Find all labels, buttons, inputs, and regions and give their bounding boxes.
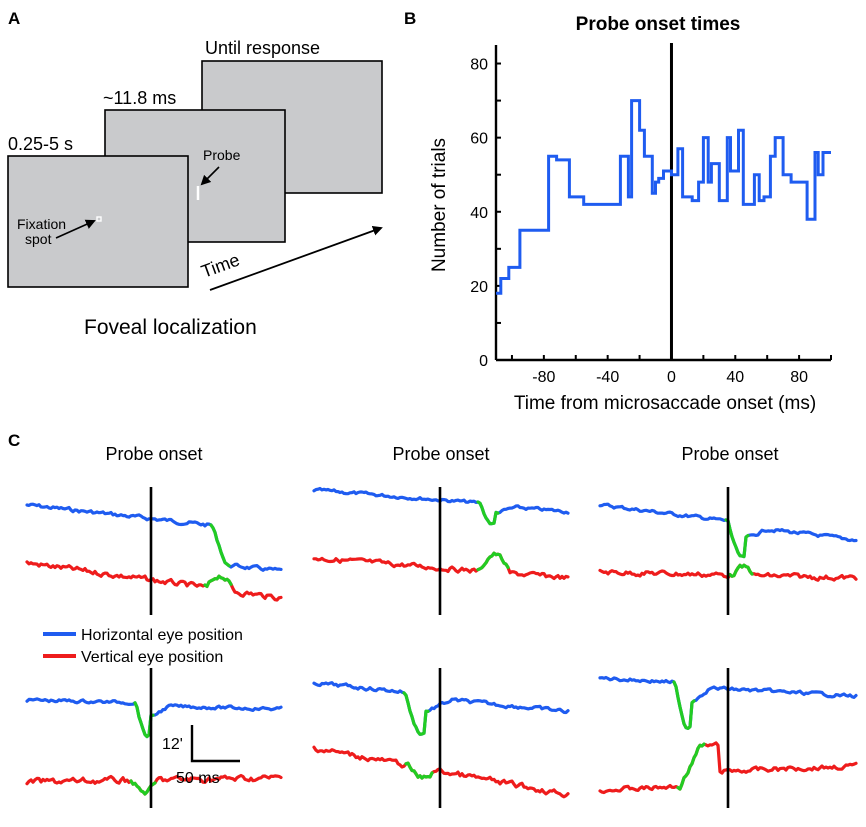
fixation-spot <box>96 216 102 222</box>
microsaccade-segment <box>203 574 233 588</box>
column-title-2: Probe onset <box>392 444 489 464</box>
probe-label: Probe <box>203 147 241 163</box>
microsaccade-segment <box>724 518 750 559</box>
microsaccade-segment <box>402 691 430 736</box>
x-axis-title: Time from microsaccade onset (ms) <box>514 393 816 414</box>
column-title-3: Probe onset <box>681 444 778 464</box>
microsaccade-segment <box>728 563 754 578</box>
column-title-1: Probe onset <box>105 444 202 464</box>
legend-horizontal-label: Horizontal eye position <box>81 627 243 644</box>
microsaccade-segment <box>476 551 510 572</box>
screen-fixation-duration: 0.25-5 s <box>8 134 73 154</box>
microsaccade-segment <box>476 500 500 526</box>
microsaccade-segment <box>676 742 706 791</box>
legend-vertical-label: Vertical eye position <box>81 649 223 666</box>
probe-arrow <box>200 166 220 186</box>
y-tick-label: 0 <box>479 353 488 370</box>
time-arrow <box>209 226 383 291</box>
panel-a-letter: A <box>8 9 20 28</box>
probe-onset-histogram: 0 20 40 60 80 -80 -40 0 40 80 <box>470 43 832 386</box>
panel-b-letter: B <box>404 9 416 28</box>
x-tick-label: 80 <box>790 369 808 386</box>
horizontal-eye-trace <box>25 502 283 572</box>
microsaccade-segment <box>672 680 696 730</box>
horizontal-eye-trace <box>25 697 283 739</box>
y-tick-label: 40 <box>470 205 488 222</box>
microsaccade-segment <box>209 523 231 568</box>
scale-bar <box>190 725 240 763</box>
fixation-arrow <box>55 219 96 239</box>
chart-title: Probe onset times <box>576 14 741 35</box>
fixation-label-line2: spot <box>25 231 52 247</box>
panel-a: A Until response ~11.8 ms Probe 0.25-5 s… <box>7 9 383 339</box>
panel-c: C Probe onset Probe onset Probe onset Ho… <box>8 431 858 808</box>
screen-probe-duration: ~11.8 ms <box>103 88 176 108</box>
y-tick-label: 20 <box>470 279 488 296</box>
scale-bar-vertical-label: 12' <box>162 736 183 753</box>
time-label: Time <box>199 250 243 282</box>
scale-bar-horizontal-label: 50 ms <box>176 770 220 787</box>
fixation-label-line1: Fixation <box>17 216 66 232</box>
trial-count-series <box>496 99 831 295</box>
y-tick-label: 60 <box>470 131 488 148</box>
microsaccade-segment <box>404 761 434 780</box>
x-tick-label: 40 <box>726 369 744 386</box>
x-tick-label: -40 <box>596 369 619 386</box>
task-name: Foveal localization <box>84 316 257 339</box>
x-tick-label: -80 <box>532 369 555 386</box>
panel-b: B Probe onset times Number of trials Tim… <box>404 9 832 414</box>
y-axis-title: Number of trials <box>429 138 450 272</box>
panel-c-letter: C <box>8 431 20 450</box>
vertical-eye-trace <box>25 560 283 602</box>
x-tick-label: 0 <box>667 369 676 386</box>
screen-response-duration: Until response <box>205 38 320 58</box>
y-tick-label: 80 <box>470 57 488 74</box>
